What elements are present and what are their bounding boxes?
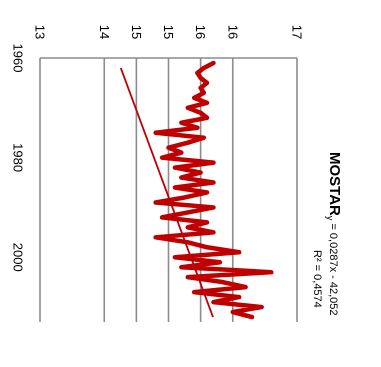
series-line bbox=[153, 60, 274, 320]
r-squared-label: R² = 0,4574 bbox=[311, 250, 323, 308]
y-tick-label: 17 bbox=[290, 25, 305, 39]
y-tick-label: 15 bbox=[129, 25, 144, 39]
y-tick-label: 13 bbox=[33, 25, 48, 39]
x-tick-label: 1980 bbox=[11, 143, 26, 172]
y-tick-label: 16 bbox=[193, 25, 208, 39]
x-tick-label: 2000 bbox=[11, 243, 26, 272]
y-tick-label: 15 bbox=[161, 25, 176, 39]
trendline bbox=[119, 67, 214, 318]
chart-title: MOSTARy = 0,0287x - 42,052 bbox=[325, 152, 343, 316]
x-tick-label: 1960 bbox=[11, 44, 26, 73]
y-tick-label: 14 bbox=[97, 25, 112, 39]
y-tick-label: 16 bbox=[225, 25, 240, 39]
